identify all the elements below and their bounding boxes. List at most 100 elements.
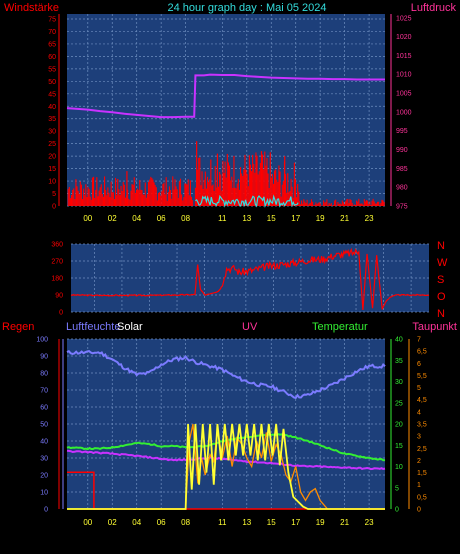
uv-line <box>67 423 385 510</box>
humidity-tick-label: 70 <box>40 388 48 395</box>
wind-tick-label: 70 <box>48 29 56 36</box>
wind-tick-label: 10 <box>48 179 56 186</box>
uv-tick-label: 6,5 <box>417 349 427 356</box>
x-tick-label: 02 <box>108 518 117 527</box>
wind-tick-label: 20 <box>48 154 56 161</box>
wind-tick-label: 15 <box>48 166 56 173</box>
pressure-tick-label: 985 <box>396 166 408 173</box>
uv-tick-label: 6 <box>417 361 421 368</box>
pressure-tick-label: 1000 <box>396 109 412 116</box>
x-tick-label: 11 <box>218 518 227 527</box>
compass-label: W <box>437 257 448 269</box>
humidity-line <box>66 349 386 400</box>
climate-grid <box>67 338 385 510</box>
uv-tick-label: 1,5 <box>417 470 427 477</box>
wind-tick-label: 75 <box>48 16 56 23</box>
wind-tick-label: 40 <box>48 104 56 111</box>
x-tick-label: 21 <box>340 518 349 527</box>
direction-left-ticks: 360 270 180 90 0 <box>51 242 63 317</box>
wind-speed-bars <box>195 194 299 209</box>
pressure-tick-label: 1015 <box>396 53 412 60</box>
x-tick-label: 06 <box>157 518 166 527</box>
x-tick-label: 23 <box>365 214 374 223</box>
humidity-tick-label: 0 <box>44 507 48 514</box>
climate-x-ticks: 00 02 04 06 08 11 13 15 17 19 21 23 <box>83 518 374 527</box>
humidity-tick-label: 20 <box>40 473 48 480</box>
uv-tick-label: 3 <box>417 434 421 441</box>
compass-label: S <box>437 274 444 286</box>
x-tick-label: 19 <box>316 518 325 527</box>
wind-tick-label: 35 <box>48 116 56 123</box>
uv-tick-label: 2 <box>417 458 421 465</box>
direction-tick-label: 0 <box>59 310 63 317</box>
uv-tick-label: 0,5 <box>417 494 427 501</box>
uv-axis-title: UV <box>242 321 258 333</box>
temperature-axis-title: Temperatur <box>312 321 368 333</box>
temperature-ticks: 40 35 30 25 20 15 10 5 0 <box>395 337 403 514</box>
direction-tick-label: 360 <box>51 242 63 249</box>
x-tick-label: 08 <box>181 518 190 527</box>
wind-tick-label: 0 <box>52 204 56 211</box>
uv-tick-label: 7 <box>417 337 421 344</box>
temperature-tick-label: 20 <box>395 422 403 429</box>
humidity-tick-label: 40 <box>40 439 48 446</box>
x-tick-label: 23 <box>365 518 374 527</box>
wind-tick-label: 65 <box>48 41 56 48</box>
temperature-tick-label: 40 <box>395 337 403 344</box>
humidity-tick-label: 60 <box>40 405 48 412</box>
uv-tick-label: 1 <box>417 482 421 489</box>
humidity-tick-label: 50 <box>40 422 48 429</box>
rain-line <box>67 471 385 510</box>
climate-plot-area <box>67 339 385 509</box>
dewpoint-axis-title: Taupunkt <box>412 321 457 333</box>
uv-ticks: 7 6,5 6 5,5 5 4,5 4 3,5 3 2,5 2 1,5 1 0,5 0 <box>417 337 427 514</box>
compass-label: O <box>437 291 446 303</box>
direction-tick-label: 90 <box>55 293 63 300</box>
temperature-tick-label: 10 <box>395 464 403 471</box>
x-tick-label: 15 <box>267 214 276 223</box>
x-tick-label: 00 <box>83 518 92 527</box>
temperature-tick-label: 15 <box>395 443 403 450</box>
uv-tick-label: 5,5 <box>417 373 427 380</box>
wind-tick-label: 60 <box>48 54 56 61</box>
wind-tick-label: 50 <box>48 79 56 86</box>
x-tick-label: 00 <box>83 214 92 223</box>
temperature-tick-label: 25 <box>395 400 403 407</box>
wind-tick-label: 45 <box>48 91 56 98</box>
uv-tick-label: 0 <box>417 507 421 514</box>
x-tick-label: 19 <box>316 214 325 223</box>
pressure-tick-label: 1010 <box>396 72 412 79</box>
x-tick-label: 02 <box>108 214 117 223</box>
temperature-tick-label: 35 <box>395 358 403 365</box>
wind-tick-label: 30 <box>48 129 56 136</box>
solar-line <box>67 423 385 510</box>
uv-tick-label: 4,5 <box>417 397 427 404</box>
wind-tick-label: 25 <box>48 141 56 148</box>
uv-tick-label: 4 <box>417 409 421 416</box>
humidity-tick-label: 80 <box>40 371 48 378</box>
x-tick-label: 06 <box>157 214 166 223</box>
direction-line <box>70 247 430 310</box>
wind-plot-area <box>67 14 385 206</box>
pressure-tick-label: 1025 <box>396 15 412 22</box>
direction-tick-label: 180 <box>51 276 63 283</box>
x-tick-label: 17 <box>291 214 300 223</box>
wind-axis-title: Windstärke <box>4 2 59 14</box>
wind-tick-label: 55 <box>48 66 56 73</box>
x-tick-label: 08 <box>181 214 190 223</box>
pressure-right-ticks: 1025 1020 1015 1010 1005 1000 995 990 985 980 975 <box>396 15 412 210</box>
humidity-tick-label: 100 <box>36 337 48 344</box>
rain-axis-title: Regen <box>2 321 34 333</box>
x-tick-label: 15 <box>267 518 276 527</box>
pressure-tick-label: 1020 <box>396 34 412 41</box>
humidity-tick-label: 30 <box>40 456 48 463</box>
uv-tick-label: 5 <box>417 385 421 392</box>
x-tick-label: 04 <box>132 214 141 223</box>
direction-grid <box>71 243 429 313</box>
humidity-tick-label: 90 <box>40 354 48 361</box>
